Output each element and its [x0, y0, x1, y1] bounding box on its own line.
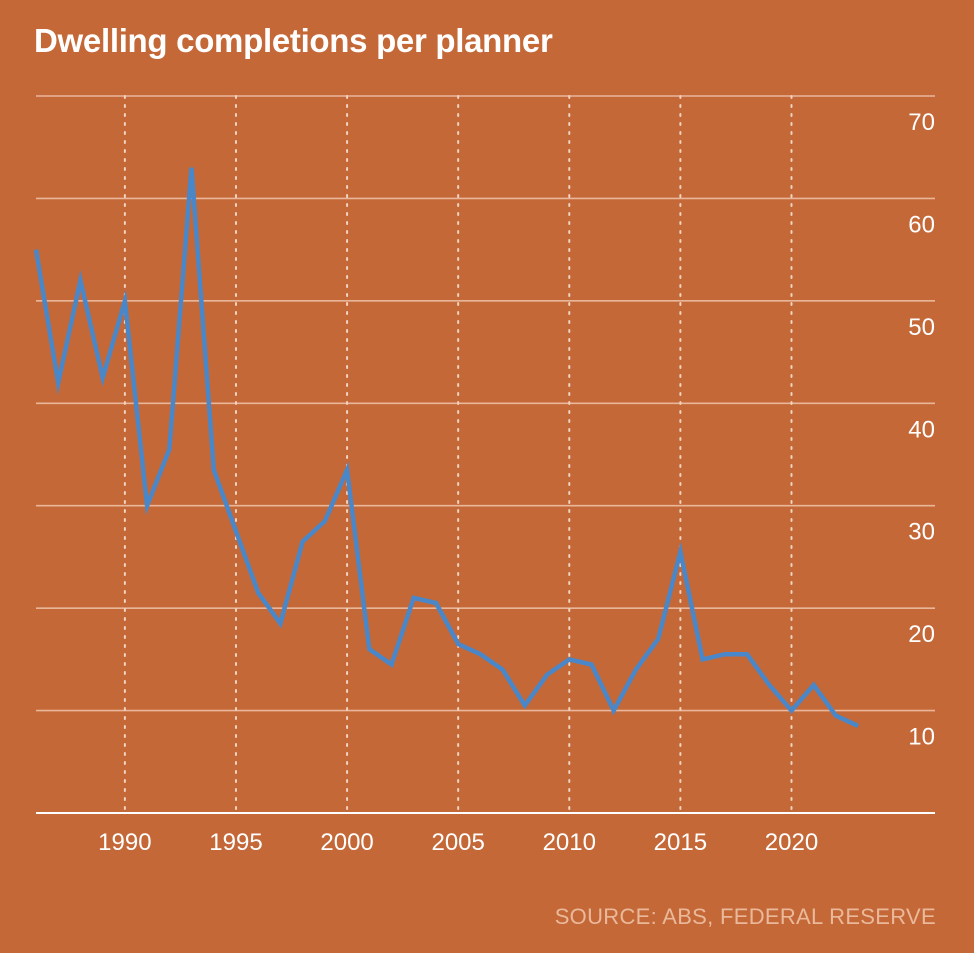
chart-title: Dwelling completions per planner	[34, 22, 553, 59]
y-tick-label-10: 10	[908, 724, 935, 751]
axis-layer: 10 20 30 40 50 60 70 1990 1995 2000 2005 2010 2015 20…	[98, 109, 935, 856]
x-tick-label-2005: 2005	[431, 829, 484, 856]
y-tick-label-50: 50	[908, 314, 935, 341]
x-tick-label-2010: 2010	[543, 829, 596, 856]
grid-layer	[36, 95, 935, 814]
x-tick-label-1995: 1995	[209, 829, 262, 856]
x-tick-label-2020: 2020	[765, 829, 818, 856]
x-tick-label-2000: 2000	[320, 829, 373, 856]
y-tick-label-40: 40	[908, 416, 935, 443]
source-note: SOURCE: ABS, FEDERAL RESERVE	[554, 904, 936, 929]
y-tick-label-60: 60	[908, 211, 935, 238]
y-tick-label-70: 70	[908, 109, 935, 136]
y-tick-label-20: 20	[908, 621, 935, 648]
y-tick-label-30: 30	[908, 519, 935, 546]
series-layer	[33, 167, 860, 728]
x-tick-label-1990: 1990	[98, 829, 151, 856]
series-line-0	[33, 167, 860, 728]
x-tick-label-2015: 2015	[654, 829, 707, 856]
